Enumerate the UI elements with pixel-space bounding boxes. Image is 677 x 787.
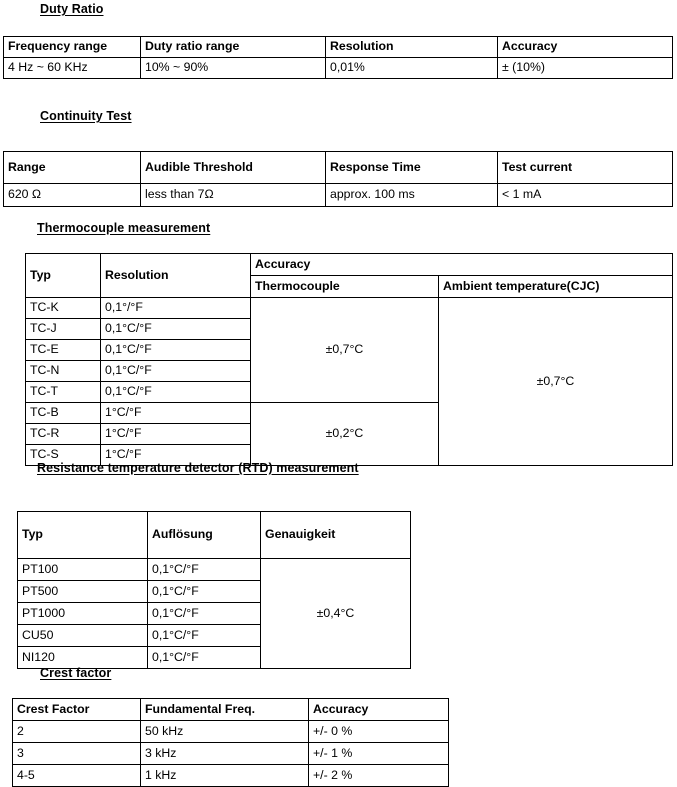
continuity-test-table: Range Audible Threshold Response Time Te… bbox=[3, 151, 673, 207]
cell-resolution: 0,1°C/°F bbox=[100, 339, 251, 361]
cell-accuracy: +/- 2 % bbox=[308, 764, 449, 787]
cell-resolution: 0,1°C/°F bbox=[100, 381, 251, 403]
cell-resolution: 0,1°C/°F bbox=[100, 318, 251, 340]
cell-typ: TC-J bbox=[25, 318, 101, 340]
table-row: 4 Hz ~ 60 KHz 10% ~ 90% 0,01% ± (10%) bbox=[3, 57, 673, 79]
cell-crest-factor: 2 bbox=[12, 720, 141, 743]
column-header-resolution: Resolution bbox=[325, 36, 498, 58]
cell-typ: TC-K bbox=[25, 297, 101, 319]
cell-typ: TC-T bbox=[25, 381, 101, 403]
cell-accuracy: +/- 1 % bbox=[308, 742, 449, 765]
cell-resolution: 0,1°C/°F bbox=[147, 580, 261, 603]
column-header-resolution: Resolution bbox=[100, 253, 251, 298]
column-header-accuracy: Accuracy bbox=[308, 698, 449, 721]
table-row: PT100 0,1°C/°F ±0,4°C bbox=[17, 558, 411, 669]
column-header-range: Range bbox=[3, 151, 141, 184]
cell-fundamental-freq: 3 kHz bbox=[140, 742, 309, 765]
cell-typ: TC-B bbox=[25, 402, 101, 424]
cell-fundamental-freq: 1 kHz bbox=[140, 764, 309, 787]
cell-resolution: 1°C/°F bbox=[100, 402, 251, 424]
table-row: TC-S 1°C/°F bbox=[25, 444, 673, 466]
column-header-crest-factor: Crest Factor bbox=[12, 698, 141, 721]
cell-resolution: 1°C/°F bbox=[100, 444, 251, 466]
cell-accuracy: ± (10%) bbox=[497, 57, 673, 79]
cell-range: 620 Ω bbox=[3, 183, 141, 207]
section-heading-thermocouple-measurement: Thermocouple measurement bbox=[37, 221, 211, 235]
cell-accuracy: +/- 0 % bbox=[308, 720, 449, 743]
column-header-accuracy: Accuracy bbox=[250, 253, 673, 276]
table-row: 620 Ω less than 7Ω approx. 100 ms < 1 mA bbox=[3, 183, 673, 207]
table-row: CU50 0,1°C/°F bbox=[17, 624, 411, 647]
cell-resolution: 1°C/°F bbox=[100, 423, 251, 445]
cell-resolution: 0,1°C/°F bbox=[147, 558, 261, 581]
cell-resolution: 0,1°C/°F bbox=[147, 602, 261, 625]
cell-duty-ratio-range: 10% ~ 90% bbox=[140, 57, 326, 79]
cell-typ: TC-E bbox=[25, 339, 101, 361]
cell-typ: PT100 bbox=[17, 558, 148, 581]
cell-resolution: 0,01% bbox=[325, 57, 498, 79]
table-header-row: Typ Auflösung Genauigkeit bbox=[17, 511, 411, 559]
table-header-row: Range Audible Threshold Response Time Te… bbox=[3, 151, 673, 184]
table-row: 2 50 kHz +/- 0 % bbox=[12, 720, 449, 743]
cell-test-current: < 1 mA bbox=[497, 183, 673, 207]
table-row: 3 3 kHz +/- 1 % bbox=[12, 742, 449, 765]
table-row: TC-K 0,1°/°F ±0,7°C ±0,7°C bbox=[25, 297, 673, 466]
table-row: TC-B 1°C/°F ±0,2°C bbox=[25, 402, 673, 466]
cell-resolution: 0,1°/°F bbox=[100, 297, 251, 319]
table-row: PT1000 0,1°C/°F bbox=[17, 602, 411, 625]
table-row: TC-R 1°C/°F bbox=[25, 423, 673, 445]
cell-response-time: approx. 100 ms bbox=[325, 183, 498, 207]
column-header-aufloesung: Auflösung bbox=[147, 511, 261, 559]
cell-frequency-range: 4 Hz ~ 60 KHz bbox=[3, 57, 141, 79]
cell-accuracy-ambient: ±0,7°C bbox=[438, 297, 673, 466]
column-header-typ: Typ bbox=[25, 253, 101, 298]
column-header-fundamental-freq: Fundamental Freq. bbox=[140, 698, 309, 721]
table-row: PT500 0,1°C/°F bbox=[17, 580, 411, 603]
cell-crest-factor: 3 bbox=[12, 742, 141, 765]
column-header-duty-ratio-range: Duty ratio range bbox=[140, 36, 326, 58]
table-header-row-top: Typ Resolution Accuracy bbox=[25, 253, 673, 298]
cell-accuracy: ±0,4°C bbox=[260, 558, 411, 669]
table-header-row: Crest Factor Fundamental Freq. Accuracy bbox=[12, 698, 449, 721]
cell-typ: TC-S bbox=[25, 444, 101, 466]
table-row: TC-T 0,1°C/°F bbox=[25, 381, 673, 403]
section-heading-crest-factor: Crest factor bbox=[40, 666, 112, 680]
cell-accuracy-thermocouple-group-1: ±0,7°C bbox=[250, 297, 439, 403]
cell-typ: CU50 bbox=[17, 624, 148, 647]
cell-fundamental-freq: 50 kHz bbox=[140, 720, 309, 743]
section-heading-rtd-measurement: Resistance temperature detector (RTD) me… bbox=[37, 461, 359, 475]
duty-ratio-table: Frequency range Duty ratio range Resolut… bbox=[3, 36, 673, 79]
cell-typ: NI120 bbox=[17, 646, 148, 669]
column-header-accuracy: Accuracy bbox=[497, 36, 673, 58]
section-heading-duty-ratio: Duty Ratio bbox=[40, 2, 104, 16]
column-header-audible-threshold: Audible Threshold bbox=[140, 151, 326, 184]
column-header-accuracy-ambient: Ambient temperature(CJC) bbox=[438, 275, 673, 298]
column-header-accuracy-thermocouple: Thermocouple bbox=[250, 275, 439, 298]
cell-typ: PT1000 bbox=[17, 602, 148, 625]
column-header-typ: Typ bbox=[17, 511, 148, 559]
table-header-row: Frequency range Duty ratio range Resolut… bbox=[3, 36, 673, 58]
table-row: 4-5 1 kHz +/- 2 % bbox=[12, 764, 449, 787]
cell-accuracy-thermocouple-group-2: ±0,2°C bbox=[250, 402, 439, 466]
column-header-test-current: Test current bbox=[497, 151, 673, 184]
cell-typ: PT500 bbox=[17, 580, 148, 603]
cell-audible-threshold: less than 7Ω bbox=[140, 183, 326, 207]
table-row: NI120 0,1°C/°F bbox=[17, 646, 411, 669]
column-header-frequency-range: Frequency range bbox=[3, 36, 141, 58]
rtd-measurement-table: Typ Auflösung Genauigkeit PT100 0,1°C/°F… bbox=[17, 511, 411, 669]
column-header-response-time: Response Time bbox=[325, 151, 498, 184]
thermocouple-measurement-table: Typ Resolution Accuracy Thermocouple Amb… bbox=[25, 253, 673, 466]
cell-resolution: 0,1°C/°F bbox=[100, 360, 251, 382]
column-header-genauigkeit: Genauigkeit bbox=[260, 511, 411, 559]
cell-typ: TC-N bbox=[25, 360, 101, 382]
section-heading-continuity-test: Continuity Test bbox=[40, 109, 132, 123]
cell-crest-factor: 4-5 bbox=[12, 764, 141, 787]
cell-resolution: 0,1°C/°F bbox=[147, 624, 261, 647]
table-row: TC-E 0,1°C/°F bbox=[25, 339, 673, 361]
crest-factor-table: Crest Factor Fundamental Freq. Accuracy … bbox=[12, 698, 449, 787]
cell-resolution: 0,1°C/°F bbox=[147, 646, 261, 669]
cell-typ: TC-R bbox=[25, 423, 101, 445]
